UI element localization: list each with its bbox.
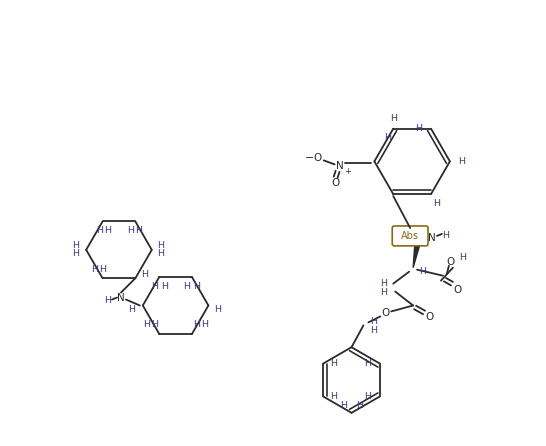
Text: H: H — [157, 249, 164, 258]
Text: H: H — [135, 226, 142, 235]
Text: +: + — [344, 167, 351, 176]
Text: H: H — [143, 320, 150, 330]
Text: N: N — [117, 293, 125, 302]
Text: H: H — [434, 198, 441, 207]
Text: H: H — [380, 288, 387, 297]
Text: H: H — [151, 320, 158, 330]
Text: H: H — [419, 267, 426, 276]
Text: N: N — [428, 233, 436, 243]
Text: H: H — [96, 226, 103, 235]
Text: H: H — [390, 114, 397, 123]
Text: H: H — [214, 305, 221, 314]
Text: H: H — [365, 359, 371, 368]
Text: O: O — [313, 153, 322, 163]
FancyBboxPatch shape — [392, 226, 428, 246]
Text: H: H — [128, 305, 135, 314]
Text: H: H — [127, 226, 134, 235]
Text: H: H — [161, 281, 168, 290]
Text: O: O — [381, 309, 389, 318]
Text: H: H — [330, 359, 337, 368]
Text: H: H — [370, 317, 377, 326]
Text: H: H — [183, 281, 191, 290]
Text: H: H — [380, 279, 387, 288]
Text: H: H — [141, 270, 148, 279]
Text: H: H — [157, 241, 164, 250]
Text: H: H — [356, 401, 363, 410]
Text: H: H — [91, 265, 98, 274]
Text: H: H — [442, 231, 449, 240]
Text: H: H — [459, 253, 466, 262]
Polygon shape — [413, 240, 421, 268]
Text: H: H — [416, 124, 423, 133]
Text: H: H — [104, 296, 111, 305]
Text: H: H — [104, 226, 111, 235]
Text: H: H — [193, 320, 200, 330]
Text: H: H — [201, 320, 209, 330]
Text: H: H — [193, 281, 200, 290]
Text: H: H — [72, 241, 79, 250]
Text: −: − — [305, 153, 314, 163]
Text: O: O — [425, 312, 433, 322]
Text: H: H — [99, 265, 106, 274]
Text: H: H — [365, 392, 371, 401]
Text: H: H — [151, 281, 158, 290]
Text: N: N — [336, 161, 343, 171]
Text: O: O — [454, 285, 462, 294]
Text: H: H — [330, 392, 337, 401]
Text: H: H — [370, 326, 377, 335]
Text: H: H — [340, 401, 347, 410]
Text: H: H — [384, 133, 391, 142]
Text: O: O — [331, 178, 340, 188]
Text: O: O — [447, 257, 455, 267]
Text: Abs: Abs — [401, 231, 419, 241]
Text: H: H — [458, 157, 465, 166]
Text: H: H — [72, 249, 79, 258]
